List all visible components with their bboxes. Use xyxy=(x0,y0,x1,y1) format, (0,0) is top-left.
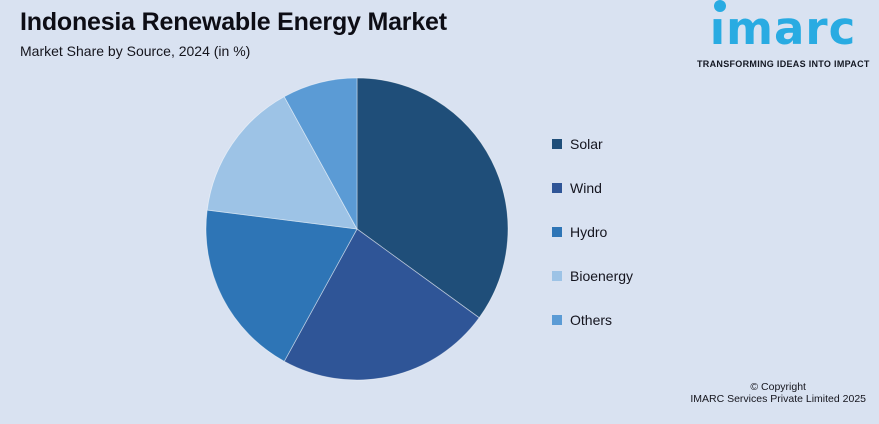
legend-swatch-icon xyxy=(552,139,562,149)
chart-title: Indonesia Renewable Energy Market xyxy=(20,8,447,36)
legend-swatch-icon xyxy=(552,315,562,325)
imarc-tagline: TRANSFORMING IDEAS INTO IMPACT xyxy=(697,59,870,70)
imarc-logo-text: ımarc xyxy=(709,0,857,55)
legend-item-hydro: Hydro xyxy=(552,224,633,240)
chart-subtitle: Market Share by Source, 2024 (in %) xyxy=(20,43,251,59)
imarc-logo: ımarc TRANSFORMING IDEAS INTO IMPACT xyxy=(697,0,870,70)
pie-slice-bioenergy xyxy=(206,96,358,230)
copyright-line2: IMARC Services Private Limited 2025 xyxy=(690,393,866,406)
legend-item-wind: Wind xyxy=(552,180,633,196)
imarc-logo-dot-icon xyxy=(714,0,726,12)
pie-slice-others xyxy=(283,77,358,230)
chart-header: Indonesia Renewable Energy Market Market… xyxy=(20,8,447,59)
legend-item-bioenergy: Bioenergy xyxy=(552,268,633,284)
pie-slice-solar xyxy=(356,77,509,319)
legend-swatch-icon xyxy=(552,227,562,237)
legend-label: Solar xyxy=(570,136,603,152)
legend-swatch-icon xyxy=(552,271,562,281)
legend-label: Bioenergy xyxy=(570,268,634,284)
copyright-notice: © Copyright IMARC Services Private Limit… xyxy=(690,381,866,406)
pie-slice-wind xyxy=(283,228,480,381)
legend-label: Hydro xyxy=(570,224,608,240)
legend-swatch-icon xyxy=(552,183,562,193)
copyright-line1: © Copyright xyxy=(750,381,806,393)
pie-slice-hydro xyxy=(205,209,358,362)
chart-legend: Solar Wind Hydro Bioenergy Others xyxy=(552,136,633,356)
legend-label: Wind xyxy=(570,180,602,196)
legend-item-others: Others xyxy=(552,312,633,328)
legend-label: Others xyxy=(570,312,613,328)
legend-item-solar: Solar xyxy=(552,136,633,152)
